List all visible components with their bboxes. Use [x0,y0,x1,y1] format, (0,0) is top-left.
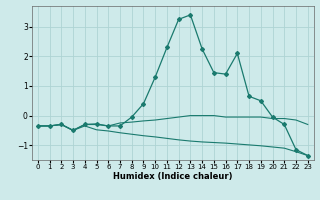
X-axis label: Humidex (Indice chaleur): Humidex (Indice chaleur) [113,172,233,181]
